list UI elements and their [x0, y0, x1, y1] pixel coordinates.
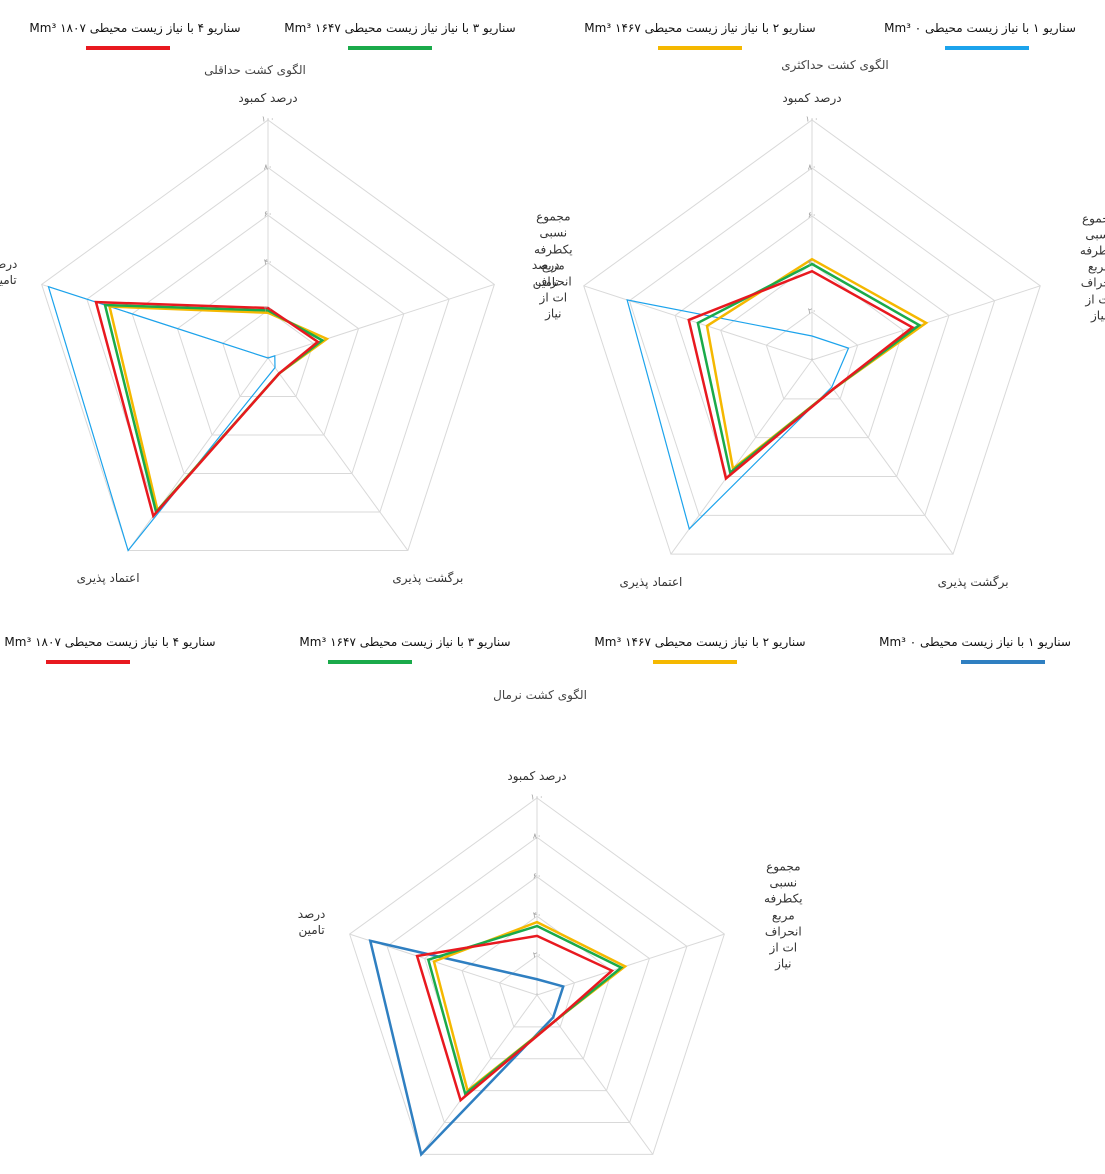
axis-label: درصد تامین: [297, 906, 326, 937]
grid-ring: [423, 876, 651, 1092]
axis-label: درصد تامین: [531, 258, 560, 289]
series-line: [696, 262, 922, 475]
grid-ring: [498, 954, 576, 1028]
grid-ring: [461, 915, 613, 1060]
radial-tick-label: ۰: [809, 354, 815, 364]
spoke: [127, 357, 269, 551]
series-line: [103, 303, 325, 515]
radial-tick-label: ۴۰: [807, 258, 817, 268]
radial-tick-label: ۰: [534, 989, 540, 999]
radial-tick-label: ۶۰: [532, 871, 542, 881]
grid-ring: [349, 797, 725, 1155]
series-line: [415, 934, 615, 1103]
grid-ring: [386, 836, 688, 1124]
grid-ring: [41, 119, 495, 552]
axis-label: درصد کمبود: [507, 768, 567, 783]
grid-ring: [222, 309, 314, 398]
radial-tick-label: ۶۰: [263, 209, 273, 219]
series-line: [626, 299, 850, 531]
spoke: [670, 359, 813, 555]
radial-tick-label: ۰: [265, 352, 271, 362]
series-line: [687, 269, 915, 481]
legend-label: سناریو ۲ با نیاز زیست محیطی ۱۴۶۷ Mm³: [594, 634, 806, 649]
legend-label: سناریو ۴ با نیاز زیست محیطی ۱۸۰۷ Mm³: [4, 634, 216, 649]
axis-label: اعتماد پذیری: [76, 570, 140, 585]
spoke: [536, 933, 725, 996]
spoke: [267, 283, 495, 359]
axis-label: برگشت پذیری: [392, 570, 464, 585]
axis-label: مجموع نسبی یکطرفه مربع انحراف ات از نیاز: [764, 859, 803, 971]
radial-tick-label: ۶۰: [807, 210, 817, 220]
radial-tick-label: ۱۰۰: [805, 114, 819, 124]
axis-label: درصد کمبود: [238, 90, 298, 105]
radial-tick-label: ۱۰۰: [261, 114, 275, 124]
legend-label: سناریو ۴ با نیاز زیست محیطی ۱۸۰۷ Mm³: [29, 20, 241, 35]
grid-ring: [176, 262, 360, 436]
spoke: [267, 357, 409, 551]
axis-label: درصد کمبود: [782, 90, 842, 105]
spoke: [536, 994, 654, 1155]
grid-ring: [86, 166, 450, 513]
axis-label: برگشت پذیری: [937, 574, 1009, 589]
radial-tick-label: ۸۰: [532, 831, 542, 841]
radial-tick-label: ۲۰: [807, 306, 817, 316]
legend-label: سناریو ۳ با نیاز زیست محیطی ۱۶۴۷ Mm³: [299, 634, 511, 649]
legend-label: سناریو ۱ با نیاز زیست محیطی ۰ Mm³: [879, 634, 1071, 649]
radial-tick-label: ۸۰: [807, 162, 817, 172]
chart-title: الگوی کشت حداکثری: [781, 57, 889, 72]
legend-label: سناریو ۱ با نیاز زیست محیطی ۰ Mm³: [884, 20, 1076, 35]
axis-label: مجموع نسبی یکطرفه مربع انحراف ات از نیاز: [1079, 211, 1105, 323]
chart-title: الگوی کشت حداقلی: [204, 62, 306, 77]
grid-ring: [628, 167, 996, 516]
radial-tick-label: ۲۰: [263, 304, 273, 314]
spoke: [420, 994, 538, 1155]
radial-tick-label: ۴۰: [263, 257, 273, 267]
grid-ring: [583, 119, 1041, 555]
legend-label: سناریو ۳ با نیاز نیاز زیست محیطی ۱۶۴۷ Mm…: [284, 20, 516, 35]
grid-ring: [720, 263, 904, 439]
legend-label: سناریو ۲ با نیاز نیاز زیست محیطی ۱۴۶۷ Mm…: [584, 20, 816, 35]
chart-title: الگوی کشت نرمال: [493, 687, 587, 702]
series-line: [47, 285, 276, 552]
radial-tick-label: ۸۰: [263, 162, 273, 172]
axis-label: اعتماد پذیری: [619, 574, 683, 589]
spoke: [811, 359, 954, 555]
radial-tick-label: ۴۰: [532, 910, 542, 920]
grid-ring: [765, 311, 859, 400]
series-line: [368, 939, 565, 1157]
axis-label: مجموع نسبی یکطرفه مربع انحراف ات از نیاز: [534, 209, 573, 321]
grid-ring: [674, 215, 950, 477]
axis-label: درصد تامین: [0, 256, 18, 288]
radial-tick-label: ۱۰۰: [530, 792, 544, 802]
series-line: [94, 300, 320, 519]
radial-tick-label: ۲۰: [532, 950, 542, 960]
series-line: [107, 305, 330, 513]
grid-ring: [131, 214, 405, 475]
